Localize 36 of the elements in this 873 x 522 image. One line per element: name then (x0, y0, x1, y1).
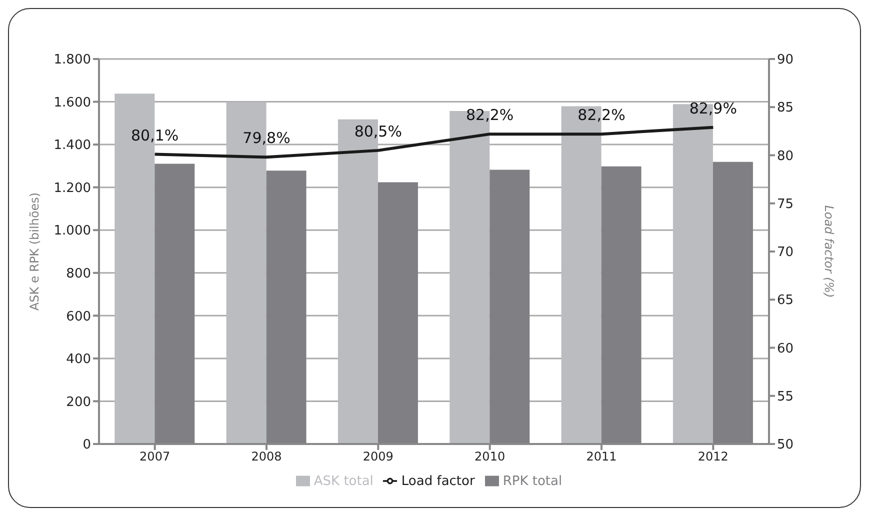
y2-tick-label: 90 (777, 52, 794, 68)
data-label: 82,9% (689, 99, 737, 118)
data-label: 80,5% (354, 122, 402, 140)
y-tick-label: 1.200 (54, 180, 91, 196)
x-tick-label: 2011 (586, 450, 617, 464)
y2-tick-label: 55 (777, 389, 794, 404)
y-tick-label: 600 (66, 309, 91, 324)
y2-tick-label: 85 (777, 100, 794, 116)
data-label: 82,2% (578, 106, 626, 124)
x-tick-label: 2007 (140, 450, 170, 464)
x-tick-label: 2010 (474, 450, 506, 464)
y2-tick-label: 60 (777, 341, 794, 356)
legend-label: ASK total (314, 474, 374, 489)
y2-axis-title: Load factor (%) (822, 205, 836, 298)
legend-label: RPK total (502, 474, 562, 489)
y-tick-label: 200 (66, 394, 91, 410)
y-tick-label: 1.400 (54, 138, 91, 154)
y-tick-label: 800 (66, 266, 91, 282)
y2-tick-label: 80 (777, 148, 794, 164)
y2-tick-label: 50 (777, 438, 794, 453)
y-tick-label: 0 (82, 438, 91, 453)
y2-tick-label: 65 (777, 293, 794, 308)
data-label: 80,1% (131, 126, 179, 144)
y-tick-label: 1.800 (54, 52, 91, 68)
x-tick-label: 2012 (698, 450, 728, 464)
y-tick-label: 1.000 (54, 224, 91, 239)
x-tick-label: 2008 (251, 450, 282, 464)
y-tick-label: 1.600 (54, 95, 91, 110)
y2-tick-label: 75 (777, 196, 794, 212)
data-label: 79,8% (242, 129, 290, 148)
data-label: 82,2% (466, 106, 514, 124)
x-tick-label: 2009 (362, 450, 394, 464)
legend-label: Load factor (401, 474, 475, 489)
y2-tick-label: 70 (777, 245, 794, 260)
y-axis-title: ASK e RPK (bilhões) (27, 192, 42, 311)
y-tick-label: 400 (66, 352, 91, 368)
